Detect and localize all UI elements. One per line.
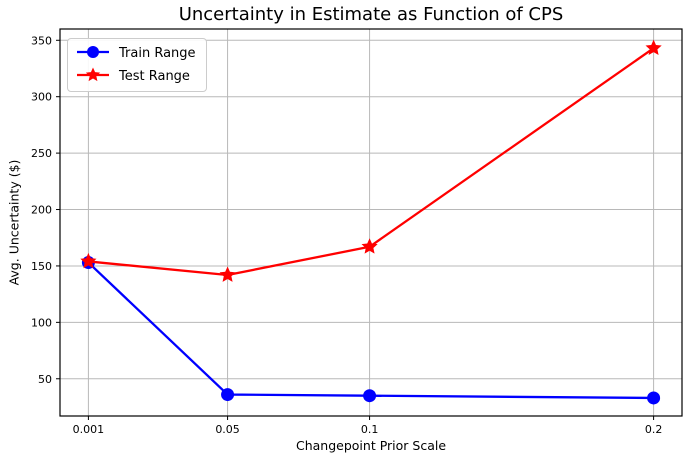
x-tick-label: 0.1 <box>361 423 379 436</box>
y-tick-label: 300 <box>31 91 52 104</box>
x-tick-label: 0.05 <box>215 423 240 436</box>
legend-item-train: Train Range <box>75 44 196 63</box>
circle-marker-icon <box>77 45 109 58</box>
data-point-star <box>219 266 236 282</box>
legend-item-test: Test Range <box>75 67 196 86</box>
train-line-circle-marker-swatch <box>75 43 111 65</box>
legend-label-train: Train Range <box>119 46 196 61</box>
x-tick-label: 0.001 <box>73 423 105 436</box>
data-point-star <box>361 238 378 254</box>
y-tick-label: 250 <box>31 147 52 160</box>
x-tick-label: 0.2 <box>645 423 663 436</box>
y-tick-label: 150 <box>31 260 52 273</box>
series-line-test-range <box>87 47 655 277</box>
data-point-star <box>645 39 662 56</box>
chart-title: Uncertainty in Estimate as Function of C… <box>178 4 564 25</box>
y-tick-label: 200 <box>31 204 52 217</box>
legend: Train Range Test Range <box>67 38 207 92</box>
y-tick-label: 350 <box>31 34 52 47</box>
test-line-star-marker-swatch <box>75 66 111 88</box>
plot-border <box>59 28 683 417</box>
x-axis-label: Changepoint Prior Scale <box>295 438 447 453</box>
series-line-train-range <box>87 261 655 400</box>
y-axis-label: Avg. Uncertainty ($) <box>6 159 22 286</box>
data-point-circle <box>221 388 235 402</box>
data-point-circle <box>363 389 377 403</box>
y-tick-label: 50 <box>38 373 52 386</box>
data-point-star <box>80 252 97 269</box>
y-tick-label: 100 <box>31 316 52 329</box>
legend-label-test: Test Range <box>119 69 190 84</box>
star-marker-icon <box>77 67 109 81</box>
data-point-circle <box>647 391 661 405</box>
